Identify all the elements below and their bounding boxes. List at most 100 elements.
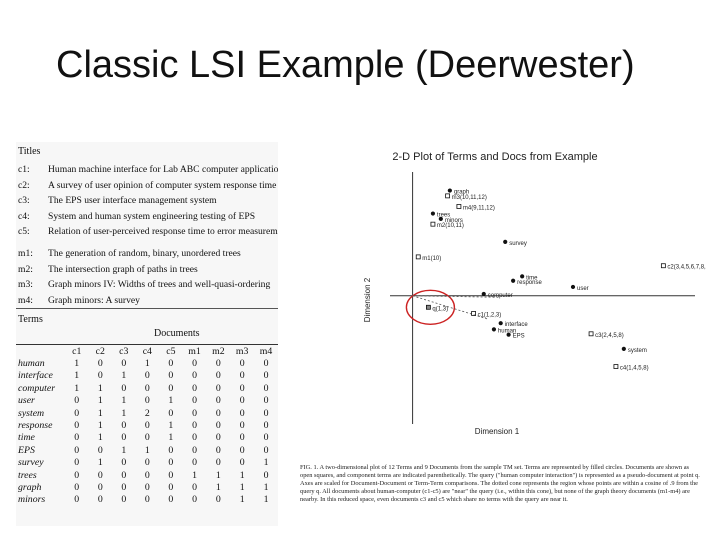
count-cell: 0 bbox=[263, 382, 269, 394]
count-cell: 0 bbox=[97, 481, 103, 493]
count-cell: 0 bbox=[239, 407, 245, 419]
point-label: m1(10) bbox=[422, 256, 441, 262]
title-text: The intersection graph of paths in trees bbox=[48, 263, 198, 275]
term-point bbox=[570, 284, 576, 290]
table-row: minors 0 0 0 0 0 0 0 1 1 bbox=[16, 494, 278, 506]
count-cell: 0 bbox=[192, 481, 197, 493]
title-row: m3: Graph minors IV: Widths of trees and … bbox=[18, 279, 270, 290]
count-cell: 0 bbox=[263, 432, 269, 444]
count-cell: 0 bbox=[97, 370, 103, 382]
term-cell: time bbox=[18, 432, 35, 444]
count-cell: 1 bbox=[168, 432, 174, 444]
count-cell: 0 bbox=[97, 469, 103, 481]
doc-column-header: c1 bbox=[64, 344, 89, 358]
count-cell: 0 bbox=[239, 358, 245, 370]
count-cell: 0 bbox=[97, 494, 103, 506]
term-cell: survey bbox=[18, 457, 44, 469]
count-cell: 0 bbox=[263, 420, 269, 432]
count-cell: 1 bbox=[239, 481, 245, 493]
table-row: EPS 0 0 1 1 0 0 0 0 0 bbox=[16, 444, 278, 456]
doc-column-header: m4 bbox=[254, 344, 278, 358]
term-cell: system bbox=[18, 407, 45, 419]
count-cell: 1 bbox=[168, 395, 174, 407]
table-row: time 0 1 0 0 1 0 0 0 0 bbox=[16, 432, 278, 444]
count-cell: 0 bbox=[144, 382, 150, 394]
doc-point bbox=[613, 364, 619, 369]
title-id: c5: bbox=[18, 226, 30, 238]
count-cell: 0 bbox=[239, 395, 245, 407]
count-cell: 1 bbox=[97, 395, 103, 407]
count-cell: 0 bbox=[121, 457, 127, 469]
count-cell: 1 bbox=[121, 444, 127, 456]
count-cell: 1 bbox=[263, 457, 269, 469]
point-label: user bbox=[577, 286, 589, 292]
count-cell: 0 bbox=[121, 382, 127, 394]
title-id: m2: bbox=[18, 263, 33, 275]
count-cell: 1 bbox=[144, 444, 150, 456]
term-point bbox=[481, 291, 486, 297]
figure-caption: FIG. 1. A two-dimensional plot of 12 Ter… bbox=[300, 464, 700, 503]
term-cell: interface bbox=[18, 370, 53, 382]
count-cell: 0 bbox=[74, 407, 80, 419]
term-cell: minors bbox=[18, 494, 46, 506]
count-cell: 0 bbox=[168, 382, 174, 394]
rule bbox=[16, 308, 278, 309]
y-axis-label: Dimension 2 bbox=[363, 277, 372, 322]
point-label: minors bbox=[445, 218, 463, 224]
count-cell: 1 bbox=[168, 420, 174, 432]
count-cell: 0 bbox=[168, 494, 174, 506]
table-row: user 0 1 1 0 1 0 0 0 0 bbox=[16, 395, 278, 407]
lsi-plot-figure: 2-D Plot of Terms and Docs from Example … bbox=[290, 142, 711, 526]
title-row: c1: Human machine interface for Lab ABC c… bbox=[18, 164, 278, 175]
count-cell: 0 bbox=[215, 457, 221, 469]
point-label: c4(1,4,5,8) bbox=[620, 366, 649, 372]
count-cell: 0 bbox=[144, 457, 150, 469]
count-cell: 1 bbox=[215, 481, 221, 493]
count-cell: 1 bbox=[97, 407, 103, 419]
count-cell: 1 bbox=[215, 469, 221, 481]
doc-point bbox=[445, 193, 451, 199]
count-cell: 0 bbox=[121, 481, 127, 493]
count-cell: 0 bbox=[215, 494, 221, 506]
point-label: system bbox=[628, 348, 647, 354]
count-cell: 0 bbox=[239, 420, 245, 432]
title-text: The generation of random, binary, unorde… bbox=[48, 248, 241, 259]
point-label: m3(10,11,12) bbox=[452, 195, 487, 201]
count-cell: 0 bbox=[215, 395, 221, 407]
count-cell: 0 bbox=[121, 358, 127, 370]
point-label: m2(10,11) bbox=[437, 223, 464, 229]
doc-column-header: m3 bbox=[230, 344, 255, 358]
count-cell: 0 bbox=[263, 407, 269, 419]
documents-header: Documents bbox=[154, 328, 200, 339]
count-cell: 1 bbox=[97, 382, 103, 394]
count-cell: 1 bbox=[97, 432, 103, 444]
point-label: human bbox=[498, 328, 516, 334]
count-cell: 0 bbox=[215, 407, 221, 419]
point-label: EPS bbox=[513, 334, 525, 340]
count-cell: 2 bbox=[144, 407, 150, 419]
count-cell: 0 bbox=[215, 444, 221, 456]
chart-title: 2-D Plot of Terms and Docs from Example bbox=[392, 151, 597, 163]
term-point bbox=[491, 327, 497, 332]
count-cell: 0 bbox=[74, 481, 80, 493]
count-cell: 0 bbox=[74, 395, 80, 407]
term-cell: EPS bbox=[18, 444, 35, 456]
title-text: Graph minors IV: Widths of trees and wel… bbox=[48, 279, 271, 291]
count-cell: 0 bbox=[168, 457, 174, 469]
count-cell: 0 bbox=[144, 432, 150, 444]
count-cell: 1 bbox=[239, 494, 245, 506]
point-label: interface bbox=[505, 322, 529, 328]
count-cell: 0 bbox=[239, 457, 245, 469]
count-cell: 0 bbox=[215, 370, 221, 382]
title-row: m2: The intersection graph of paths in tr… bbox=[18, 264, 198, 275]
count-cell: 0 bbox=[192, 358, 197, 370]
point-label: trees bbox=[437, 213, 450, 219]
point-label: c2(3,4,5,6,7,8,9) bbox=[667, 265, 706, 271]
count-cell: 0 bbox=[74, 494, 80, 506]
count-cell: 0 bbox=[168, 481, 174, 493]
term-cell: human bbox=[18, 358, 45, 370]
point-label: c3(2,4,5,8) bbox=[595, 333, 624, 339]
point-label: computer bbox=[488, 293, 513, 299]
title-id: c3: bbox=[18, 195, 30, 207]
count-cell: 0 bbox=[121, 494, 127, 506]
